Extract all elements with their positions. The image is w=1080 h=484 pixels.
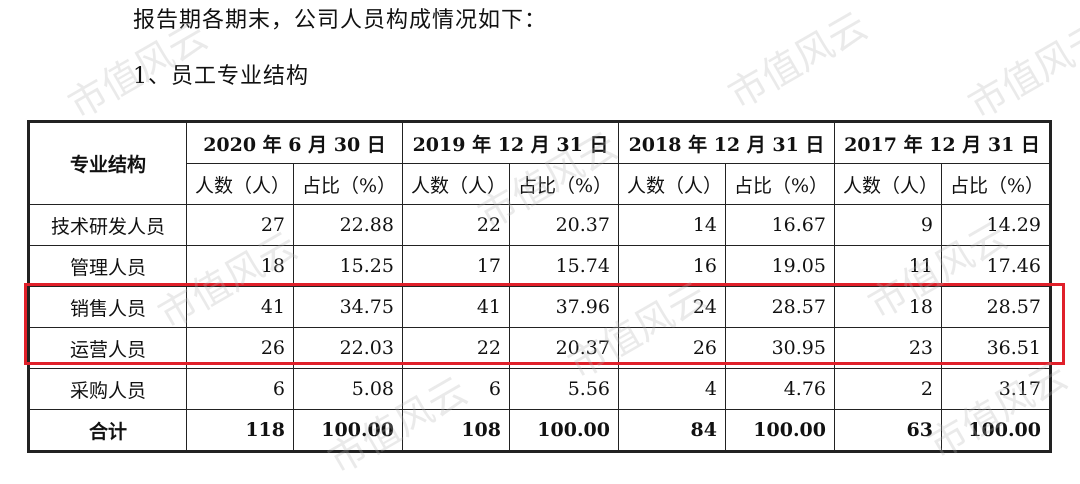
total-ratio: 100.00 xyxy=(941,409,1050,451)
ratio-header: 占比（%） xyxy=(293,163,403,205)
category-header: 专业结构 xyxy=(29,122,187,205)
cell-count: 9 xyxy=(834,204,942,246)
cell-count: 41 xyxy=(186,286,294,328)
cell-ratio: 17.46 xyxy=(941,245,1050,287)
total-ratio: 100.00 xyxy=(725,409,835,451)
watermark: 市值风云 xyxy=(720,3,875,118)
row-category: 技术研发人员 xyxy=(29,204,187,246)
cell-count: 4 xyxy=(618,368,726,410)
highlight-box xyxy=(24,283,1065,365)
period-header: 2019 年 12 月 31 日 xyxy=(402,122,619,164)
cell-ratio: 5.56 xyxy=(509,368,619,410)
cell-count: 22 xyxy=(402,204,510,246)
table-subheader-row: 人数（人） 占比（%） 人数（人） 占比（%） 人数（人） 占比（%） 人数（人… xyxy=(30,163,1050,205)
period-header: 2020 年 6 月 30 日 xyxy=(186,122,403,164)
total-count: 63 xyxy=(834,409,942,451)
cell-count: 6 xyxy=(402,368,510,410)
row-category: 销售人员 xyxy=(29,286,187,328)
ratio-header: 占比（%） xyxy=(509,163,619,205)
watermark: 市值风云 xyxy=(960,13,1080,128)
count-header: 人数（人） xyxy=(834,163,942,205)
count-header: 人数（人） xyxy=(186,163,294,205)
section-title: 1、员工专业结构 xyxy=(133,64,309,89)
cell-count: 11 xyxy=(834,245,942,287)
row-category: 采购人员 xyxy=(29,368,187,410)
cell-ratio: 15.25 xyxy=(293,245,403,287)
staff-structure-table: 专业结构 2020 年 6 月 30 日 2019 年 12 月 31 日 20… xyxy=(27,120,1052,453)
period-header: 2017 年 12 月 31 日 xyxy=(834,122,1050,164)
total-count: 118 xyxy=(186,409,294,451)
table-row: 销售人员 41 34.75 41 37.96 24 28.57 18 28.57 xyxy=(29,286,1050,328)
cell-count: 17 xyxy=(402,245,510,287)
table-header-row: 专业结构 2020 年 6 月 30 日 2019 年 12 月 31 日 20… xyxy=(29,122,1050,205)
table-row: 采购人员 6 5.08 6 5.56 4 4.76 2 3.17 xyxy=(29,368,1050,410)
count-header: 人数（人） xyxy=(402,163,510,205)
cell-count: 16 xyxy=(618,245,726,287)
cell-ratio: 15.74 xyxy=(509,245,619,287)
cell-ratio: 20.37 xyxy=(509,204,619,246)
total-count: 84 xyxy=(618,409,726,451)
cell-count: 27 xyxy=(186,204,294,246)
count-header: 人数（人） xyxy=(618,163,726,205)
total-count: 108 xyxy=(402,409,510,451)
cell-ratio: 16.67 xyxy=(725,204,835,246)
cell-ratio: 37.96 xyxy=(509,286,619,328)
cell-ratio: 14.29 xyxy=(941,204,1050,246)
table-row: 管理人员 18 15.25 17 15.74 16 19.05 11 17.46 xyxy=(29,245,1050,287)
cell-count: 18 xyxy=(186,245,294,287)
cell-ratio: 5.08 xyxy=(293,368,403,410)
table-total-row: 合计 118 100.00 108 100.00 84 100.00 63 10… xyxy=(29,409,1050,451)
intro-text: 报告期各期末，公司人员构成情况如下： xyxy=(133,8,548,33)
row-category: 管理人员 xyxy=(29,245,187,287)
cell-count: 18 xyxy=(834,286,942,328)
cell-ratio: 28.57 xyxy=(725,286,835,328)
ratio-header: 占比（%） xyxy=(725,163,835,205)
cell-ratio: 19.05 xyxy=(725,245,835,287)
period-header: 2018 年 12 月 31 日 xyxy=(618,122,835,164)
table-row: 技术研发人员 27 22.88 22 20.37 14 16.67 9 14.2… xyxy=(29,204,1050,246)
total-label: 合计 xyxy=(29,409,187,451)
cell-ratio: 22.88 xyxy=(293,204,403,246)
cell-count: 6 xyxy=(186,368,294,410)
total-ratio: 100.00 xyxy=(293,409,403,451)
total-ratio: 100.00 xyxy=(509,409,619,451)
cell-ratio: 28.57 xyxy=(941,286,1050,328)
cell-count: 14 xyxy=(618,204,726,246)
ratio-header: 占比（%） xyxy=(941,163,1050,205)
cell-count: 2 xyxy=(834,368,942,410)
cell-ratio: 4.76 xyxy=(725,368,835,410)
cell-ratio: 3.17 xyxy=(941,368,1050,410)
